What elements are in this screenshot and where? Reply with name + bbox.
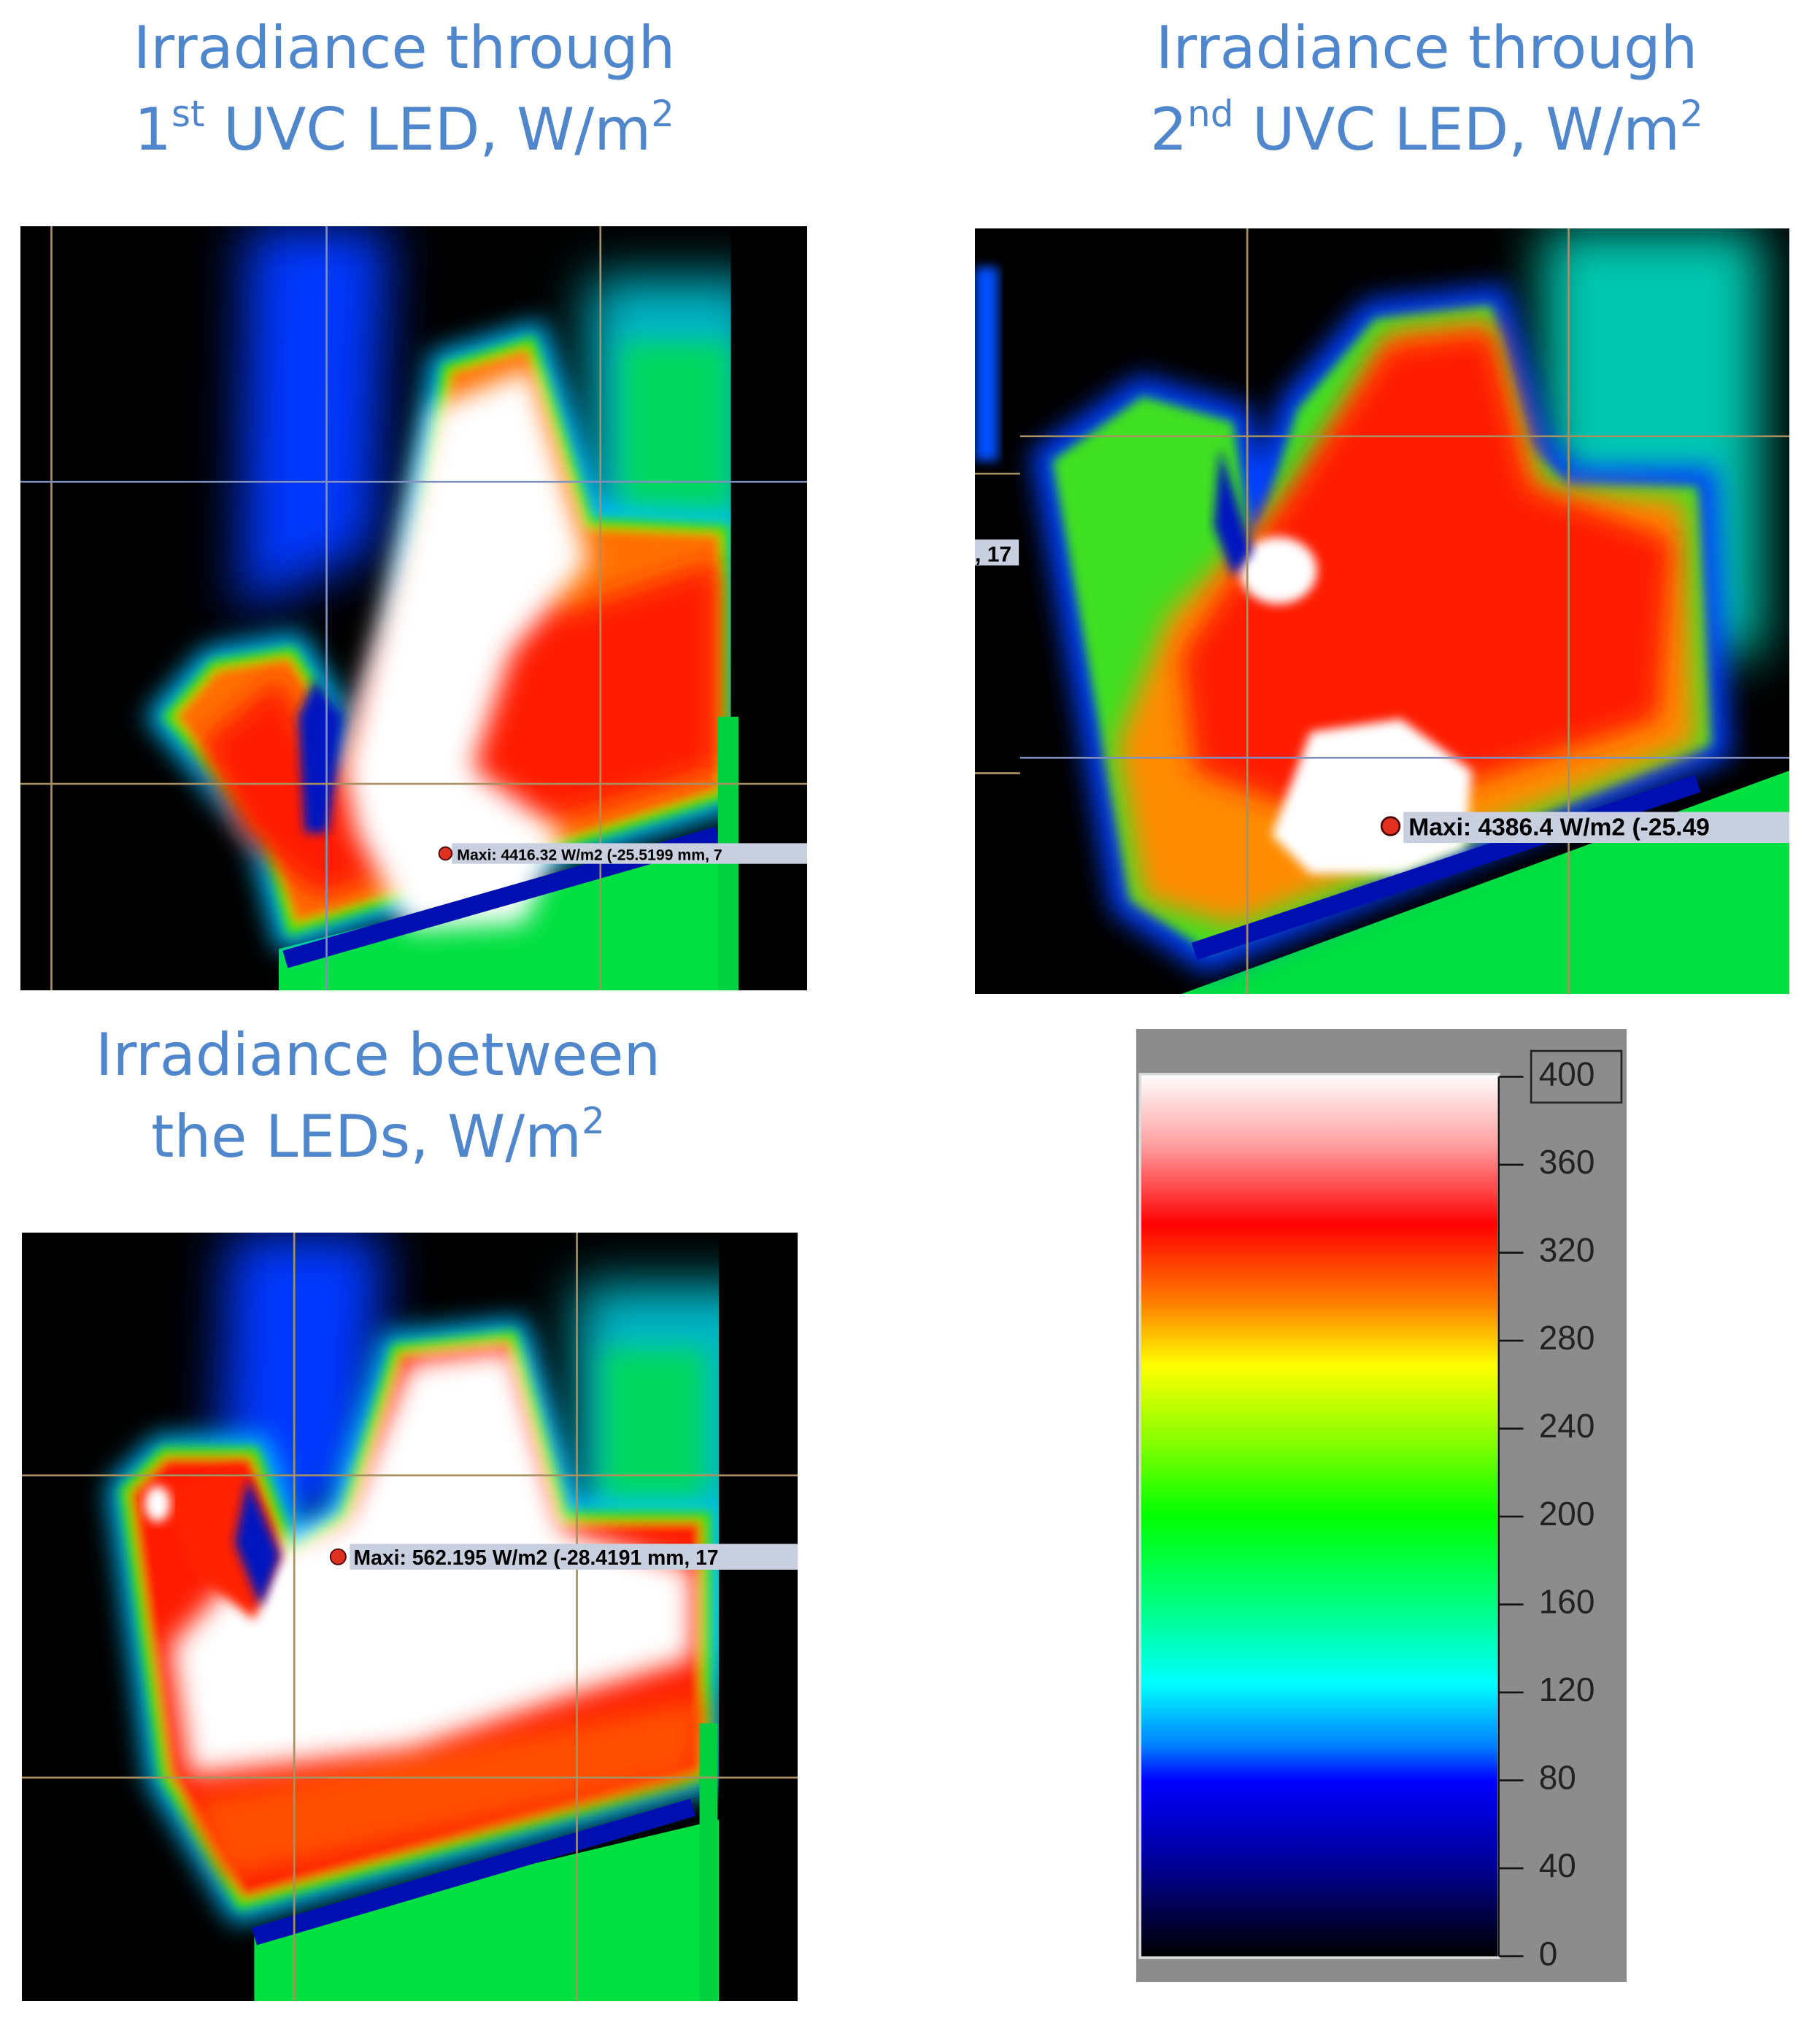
title-text: 1 (134, 96, 171, 163)
tick-label: 80 (1539, 1759, 1576, 1797)
title-line: 2nd UVC LED, W/m2 (1135, 89, 1719, 171)
title-sup: 2 (1680, 93, 1703, 135)
title-text: 2 (1150, 96, 1188, 163)
title-sup: st (171, 93, 205, 135)
colorbar: 0 40 80 120 160 200 240 280 320 360 400 (1136, 1029, 1627, 1982)
max-annotation: Maxi: 4416.32 W/m2 (-25.5199 mm, 7 (457, 847, 722, 863)
max-annotation: Maxi: 562.195 W/m2 (-28.4191 mm, 17 (354, 1546, 719, 1569)
tick-label: 360 (1539, 1143, 1595, 1181)
edge-label: , 17 (975, 542, 1011, 566)
heatmap: Maxi: 562.195 W/m2 (-28.4191 mm, 17 (22, 1233, 798, 2001)
panel-title: Irradiance through 1st UVC LED, W/m2 (112, 7, 696, 171)
title-line: Irradiance through (133, 14, 676, 82)
panel-title: Irradiance through 2nd UVC LED, W/m2 (1135, 7, 1719, 171)
max-annotation: Maxi: 4386.4 W/m2 (-25.49 (1408, 814, 1710, 841)
tick-label: 400 (1539, 1055, 1595, 1093)
title-line: Irradiance through (1155, 14, 1698, 82)
tick-label: 320 (1539, 1231, 1595, 1269)
heatmap: , 17 Maxi: 4386.4 W/m2 (-25.49 (975, 228, 1789, 994)
title-sup: 2 (582, 1100, 605, 1142)
panel-title: Irradiance between the LEDs, W/m2 (86, 1014, 670, 1178)
title-text: the LEDs, W/m (151, 1103, 582, 1171)
title-sup: nd (1187, 93, 1234, 135)
heatmap: Maxi: 4416.32 W/m2 (-25.5199 mm, 7 (20, 226, 807, 990)
title-text: UVC LED, W/m (1233, 96, 1681, 163)
tick-label: 120 (1539, 1670, 1595, 1708)
tick-label: 0 (1539, 1935, 1558, 1973)
title-text: UVC LED, W/m (204, 96, 652, 163)
tick-box (1530, 1049, 1623, 1104)
tick-label: 40 (1539, 1846, 1576, 1884)
tick-label: 240 (1539, 1407, 1595, 1445)
tick-label: 280 (1539, 1319, 1595, 1357)
title-line: 1st UVC LED, W/m2 (112, 89, 696, 171)
title-line: the LEDs, W/m2 (86, 1096, 670, 1178)
title-sup: 2 (651, 93, 674, 135)
title-line: Irradiance between (95, 1021, 661, 1089)
tick-label: 200 (1539, 1495, 1595, 1533)
tick-label: 160 (1539, 1583, 1595, 1621)
